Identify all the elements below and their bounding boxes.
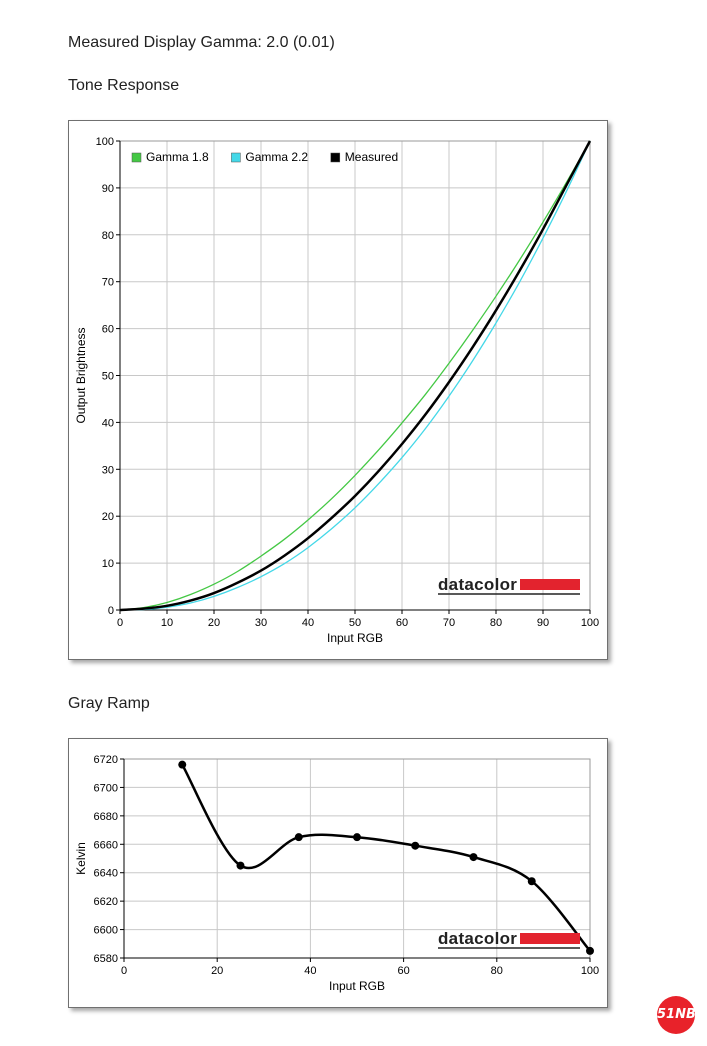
legend-swatch xyxy=(231,152,241,163)
x-tick-label: 70 xyxy=(443,617,455,629)
y-axis-label: Output Brightness xyxy=(74,327,88,423)
x-tick-label: 90 xyxy=(537,617,549,629)
x-tick-label: 60 xyxy=(396,617,408,629)
x-tick-label: 40 xyxy=(304,965,316,977)
data-point xyxy=(178,760,187,769)
x-tick-label: 60 xyxy=(397,965,409,977)
series-line-gamma-2-2 xyxy=(120,140,591,611)
y-tick-label: 6600 xyxy=(94,925,118,937)
legend-label: Measured xyxy=(345,150,398,164)
x-tick-label: 0 xyxy=(117,617,123,629)
y-tick-label: 20 xyxy=(102,511,114,523)
x-tick-label: 80 xyxy=(491,965,503,977)
legend-swatch xyxy=(131,152,142,163)
y-tick-label: 30 xyxy=(102,464,114,476)
tone-response-heading: Tone Response xyxy=(68,77,180,94)
tone-response-chart: 0 10 20 30 40 50 60 70 80 90 100 0 10 20 30 40 50 60 70 80 9… xyxy=(68,120,608,660)
y-tick-label: 60 xyxy=(102,324,114,336)
gray-ramp-chart: 0 20 40 60 80 100 6580 6600 6620 6640 6660 6680 6700… xyxy=(68,738,608,1008)
series-line-measured xyxy=(120,140,592,612)
gray-ramp-svg: 0 20 40 60 80 100 6580 6600 6620 6640 6660 6680 6700… xyxy=(74,754,599,993)
data-point xyxy=(353,833,361,842)
y-tick-label: 90 xyxy=(102,183,114,195)
y-tick-label: 6620 xyxy=(94,896,118,908)
y-tick-label: 6720 xyxy=(94,754,118,766)
y-tick-label: 70 xyxy=(102,277,114,289)
x-tick-label: 40 xyxy=(302,617,314,629)
y-axis-label: Kelvin xyxy=(74,842,88,875)
y-tick-label: 50 xyxy=(102,371,114,383)
x-tick-label: 100 xyxy=(581,617,599,629)
measured-gamma-heading: Measured Display Gamma: 2.0 (0.01) xyxy=(68,34,335,51)
data-point xyxy=(236,861,245,870)
y-tick-label: 10 xyxy=(102,558,114,570)
x-tick-label: 20 xyxy=(208,617,220,629)
datacolor-logo-text: datacolor xyxy=(438,575,517,594)
x-tick-label: 20 xyxy=(211,965,223,977)
y-tick-label: 0 xyxy=(108,605,114,617)
legend-label: Gamma 1.8 xyxy=(146,150,209,164)
datacolor-logo-bar xyxy=(520,579,580,590)
data-point xyxy=(294,833,303,842)
y-tick-label: 6660 xyxy=(94,839,118,851)
legend-swatch xyxy=(330,152,341,163)
tone-response-svg: 0 10 20 30 40 50 60 70 80 90 100 0 10 20 30 40 50 60 70 80 9… xyxy=(74,136,599,645)
x-axis-label: Input RGB xyxy=(329,979,385,993)
data-point xyxy=(586,946,594,955)
y-tick-label: 6580 xyxy=(94,953,118,965)
plot-area xyxy=(124,759,590,958)
watermark-logo: 51NB xyxy=(657,996,696,1034)
x-axis-label: Input RGB xyxy=(327,631,383,645)
x-tick-label: 30 xyxy=(255,617,267,629)
legend-label: Gamma 2.2 xyxy=(245,150,308,164)
x-tick-label: 50 xyxy=(349,617,361,629)
y-tick-label: 6640 xyxy=(94,868,118,880)
y-tick-label: 100 xyxy=(96,136,114,148)
datacolor-logo-bar xyxy=(520,933,580,944)
x-tick-label: 100 xyxy=(581,965,599,977)
y-tick-label: 6700 xyxy=(94,782,118,794)
x-tick-label: 80 xyxy=(490,617,502,629)
x-tick-label: 0 xyxy=(121,965,127,977)
y-tick-label: 80 xyxy=(102,230,114,242)
gray-ramp-heading: Gray Ramp xyxy=(68,695,150,712)
y-tick-label: 6680 xyxy=(94,811,118,823)
y-tick-label: 40 xyxy=(102,417,114,429)
series-line-gamma-1-8 xyxy=(120,140,591,611)
data-point xyxy=(411,841,420,850)
x-tick-label: 10 xyxy=(161,617,173,629)
data-point xyxy=(469,853,478,862)
datacolor-logo-text: datacolor xyxy=(438,929,517,948)
data-point xyxy=(527,877,536,886)
